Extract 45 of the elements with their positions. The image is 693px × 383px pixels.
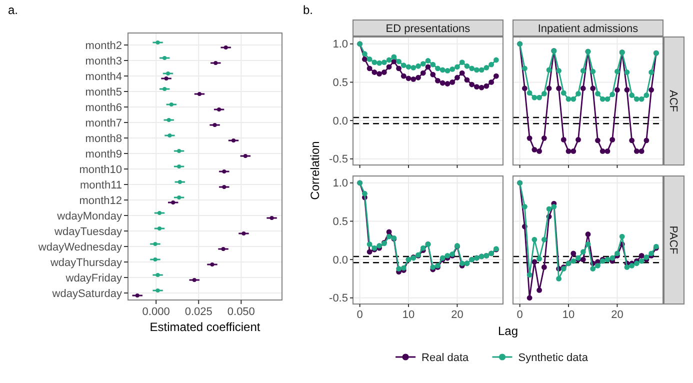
y-tick-label: 0.0 [332,254,348,266]
x-axis-title: Estimated coefficient [150,320,261,334]
x-tick-label: 0 [356,309,363,321]
y-tick-label: 0.0 [332,115,348,128]
y-tick-label: wdayTuesday [54,226,122,238]
chart-title: Inpatient admissions [538,23,639,35]
y-tick-label: wdayWednesday [37,241,122,254]
y-tick-label: month5 [85,86,122,98]
x-tick-label: 0.000 [142,306,170,318]
y-tick-label: 1.0 [332,178,348,190]
y-tick-label: month10 [79,164,122,176]
x-tick-label: 20 [451,309,464,321]
x-tick-label: 20 [611,309,624,321]
y-tick-label: month7 [85,117,122,130]
y-tick-label: 0.5 [332,77,348,90]
y-tick-label: month2 [85,40,122,52]
y-tick-label: -0.5 [329,154,348,166]
x-tick-label: 0.025 [184,306,212,318]
legend-label: Synthetic data [518,352,589,364]
y-tick-label: wdaySaturday [51,288,122,300]
y2-axis-title: ACF [667,90,680,112]
y-tick-label: wdayThursday [49,256,122,269]
y-tick-label: month4 [85,70,122,83]
x-tick-label: 10 [402,309,415,321]
y-tick-label: month11 [80,179,122,192]
y2-axis-title: PACF [667,226,680,255]
y-tick-label: month12 [79,194,122,207]
text: a. [8,3,18,17]
x-tick-label: 0 [516,309,523,321]
y-tick-label: -0.5 [329,292,348,305]
x-tick-label: 0.050 [227,306,255,318]
y-tick-label: 0.5 [332,216,348,228]
text: b. [303,3,314,17]
y-tick-label: month3 [85,55,122,68]
y-tick-label: wdayFriday [64,272,122,284]
y-tick-label: 1.0 [332,38,348,51]
chart-title: ED presentations [386,23,471,35]
y-tick-label: wdayMonday [56,210,122,222]
y-tick-label: month9 [85,148,122,160]
y-axis-title: Correlation [308,141,322,200]
x-axis-title: Lag [498,324,518,338]
y-tick-label: month6 [85,102,122,114]
y-tick-label: month8 [85,132,122,145]
legend-label: Real data [422,352,470,364]
x-tick-label: 10 [562,309,575,321]
